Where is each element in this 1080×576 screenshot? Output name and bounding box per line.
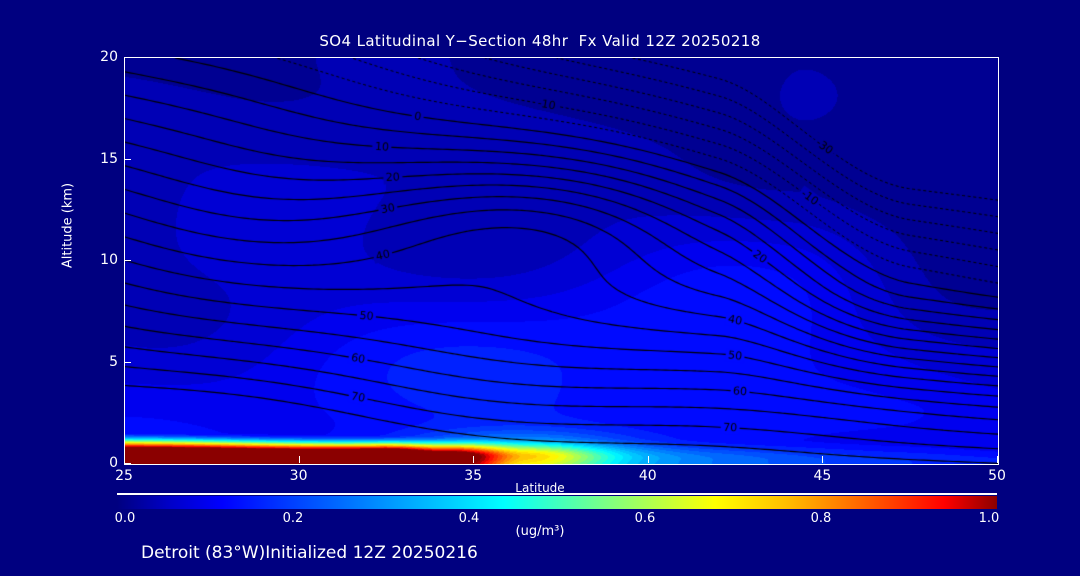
y-tick-mark-20 [124, 57, 131, 58]
y-tick-15: 15 [100, 150, 118, 167]
page-title: SO4 Latitudinal Y−Section 48hr Fx Valid … [319, 32, 761, 50]
y-tick-20: 20 [100, 49, 118, 65]
x-tick-35: 35 [464, 468, 483, 484]
x-axis-tick-labels: 25 30 35 40 45 50 [115, 468, 1006, 488]
y-tick-mark-5 [124, 361, 131, 363]
colorbar-tick-0.4: 0.4 [458, 511, 480, 526]
colorbar-tick-0.2: 0.2 [282, 511, 304, 526]
x-tick-mark-45 [822, 456, 824, 463]
colorbar-tick-labels: 0.0 0.2 0.4 0.6 0.8 1.0 [114, 511, 1000, 529]
colorbar-units-label: (ug/m³) [515, 524, 565, 539]
colorbar-gradient [117, 496, 997, 509]
x-tick-mark-50 [997, 456, 998, 463]
colorbar-top-rule [117, 493, 997, 495]
y-tick-mark-0 [124, 463, 131, 464]
x-axis-title: Latitude [515, 481, 565, 495]
y-tick-mark-15 [124, 158, 131, 160]
x-tick-mark-25 [124, 456, 125, 463]
x-tick-30: 30 [289, 468, 308, 484]
x-tick-50: 50 [988, 468, 1006, 484]
colorbar-tick-0.0: 0.0 [114, 511, 136, 526]
x-tick-mark-40 [647, 456, 649, 463]
x-tick-40: 40 [638, 468, 657, 484]
colorbar-tick-0.6: 0.6 [634, 511, 656, 526]
y-tick-mark-10 [124, 260, 131, 261]
x-tick-mark-30 [298, 456, 300, 463]
colorbar-tick-0.8: 0.8 [810, 511, 832, 526]
colorbar-tick-1.0: 1.0 [978, 511, 1000, 526]
y-tick-10: 10 [100, 252, 118, 268]
x-tick-45: 45 [813, 468, 832, 484]
y-tick-5: 5 [109, 353, 118, 370]
x-tick-25: 25 [115, 468, 133, 484]
y-axis-title: Altitude (km) [60, 182, 76, 269]
colorbar [117, 493, 997, 509]
y-axis-tick-labels: 0 5 10 15 20 [70, 49, 118, 471]
x-tick-mark-35 [473, 456, 475, 463]
y-tick-0: 0 [109, 455, 118, 471]
cross-section-canvas [125, 58, 998, 464]
footer-caption: Detroit (83°W)Initialized 12Z 20250216 [141, 543, 478, 563]
plot-area [124, 57, 999, 465]
